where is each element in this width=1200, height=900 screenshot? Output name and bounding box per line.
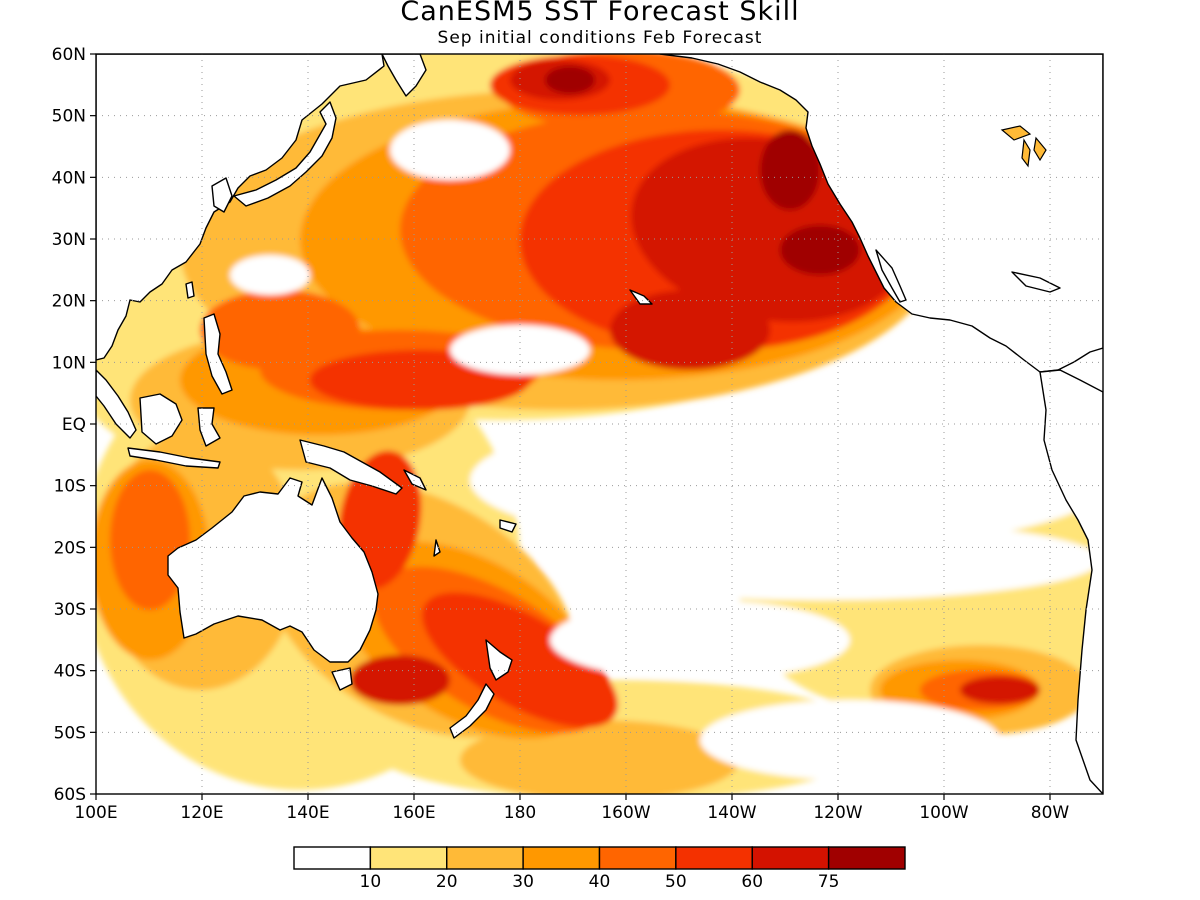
skill-contour-blob — [350, 655, 450, 705]
colorbar-label: 40 — [589, 872, 611, 892]
colorbar: 10 20 30 40 50 60 75 — [293, 846, 906, 892]
lat-tick-label: EQ — [62, 415, 86, 435]
java-land — [127, 447, 221, 469]
lat-tick-label: 40N — [52, 168, 86, 188]
colorbar-label: 60 — [741, 872, 763, 892]
latitude-axis: 60N 50N 40N 30N 20N 10N EQ 10S 20S 30S 40S 50S 60S — [52, 45, 96, 805]
skill-contour-blob — [545, 66, 595, 94]
kamchatka-land — [381, 54, 427, 97]
lat-tick-label: 10N — [52, 353, 86, 373]
lon-tick-label: 100W — [919, 803, 968, 823]
skill-contour-blob — [780, 225, 860, 275]
taiwan-land — [185, 281, 195, 299]
lon-tick-label: 120W — [813, 803, 862, 823]
colorbar-swatch — [675, 846, 753, 870]
new-zealand-south — [449, 683, 495, 739]
lon-tick-label: 160W — [601, 803, 650, 823]
lon-tick-label: 180 — [504, 803, 536, 823]
lat-tick-label: 20S — [54, 538, 86, 558]
lon-tick-label: 160E — [392, 803, 435, 823]
korea-land — [211, 177, 233, 213]
lat-tick-label: 50N — [52, 107, 86, 127]
figure-title: CanESM5 SST Forecast Skill — [400, 0, 800, 27]
colorbar-label: 30 — [512, 872, 534, 892]
sulawesi-land — [197, 407, 221, 447]
lon-tick-label: 140W — [707, 803, 756, 823]
skill-contour-blob — [610, 290, 770, 370]
lake-michigan — [1021, 138, 1031, 168]
fiji-islands — [499, 519, 517, 533]
vanuatu-islands — [433, 539, 441, 557]
low-skill-area — [450, 325, 590, 375]
lon-tick-label: 140E — [286, 803, 329, 823]
colorbar-label: 50 — [665, 872, 687, 892]
colorbar-swatch — [522, 846, 601, 870]
lon-tick-label: 120E — [180, 803, 223, 823]
skill-contour-blob — [960, 676, 1040, 704]
new-zealand-north — [485, 639, 513, 681]
great-lakes — [1000, 125, 1047, 168]
sumatra-land — [96, 369, 137, 439]
figure-subtitle: Sep initial conditions Feb Forecast — [437, 28, 763, 48]
colorbar-swatch — [751, 846, 830, 870]
baja-california — [875, 249, 907, 303]
skill-contour-blob — [460, 720, 740, 794]
skill-contour-blob — [200, 290, 360, 370]
solomon-islands — [403, 469, 427, 491]
longitude-axis: 100E 120E 140E 160E 180 160W 140W 120W 100W 80W — [74, 794, 1069, 823]
borneo-land — [139, 393, 183, 445]
philippines-land — [203, 313, 233, 395]
colorbar-swatch — [293, 846, 372, 870]
lat-tick-label: 50S — [54, 723, 86, 743]
tasmania-land — [331, 667, 353, 691]
cuba-land — [1011, 271, 1061, 293]
low-skill-area — [390, 120, 510, 180]
low-skill-area — [550, 600, 850, 680]
low-skill-area — [820, 380, 1103, 480]
lat-tick-label: 30N — [52, 230, 86, 250]
colorbar-label: 20 — [436, 872, 458, 892]
lon-tick-label: 80W — [1031, 803, 1070, 823]
asia-mainland — [96, 54, 385, 361]
australia-land — [167, 477, 379, 663]
south-america-land — [1039, 369, 1103, 794]
skill-contour-blob — [760, 130, 820, 210]
colorbar-swatch — [369, 846, 448, 870]
lat-tick-label: 10S — [54, 477, 86, 497]
colorbar-swatch — [598, 846, 677, 870]
lat-tick-label: 60N — [52, 45, 86, 65]
colorbar-swatch — [446, 846, 524, 870]
hawaii-islands — [629, 289, 653, 305]
lake-huron — [1033, 136, 1047, 162]
low-skill-area — [230, 255, 310, 295]
lat-tick-label: 40S — [54, 662, 86, 682]
japan-land — [233, 101, 337, 207]
coastlines — [96, 54, 1103, 794]
lat-tick-label: 60S — [54, 785, 86, 805]
lat-tick-label: 30S — [54, 600, 86, 620]
lon-tick-label: 100E — [74, 803, 117, 823]
new-guinea-land — [299, 439, 403, 495]
low-skill-area — [540, 520, 1100, 600]
colorbar-label: 10 — [360, 872, 382, 892]
lat-tick-label: 20N — [52, 292, 86, 312]
colorbar-swatch — [827, 846, 906, 870]
colorbar-label: 75 — [818, 872, 840, 892]
lake-superior — [1000, 125, 1032, 141]
low-skill-area — [700, 700, 1000, 780]
